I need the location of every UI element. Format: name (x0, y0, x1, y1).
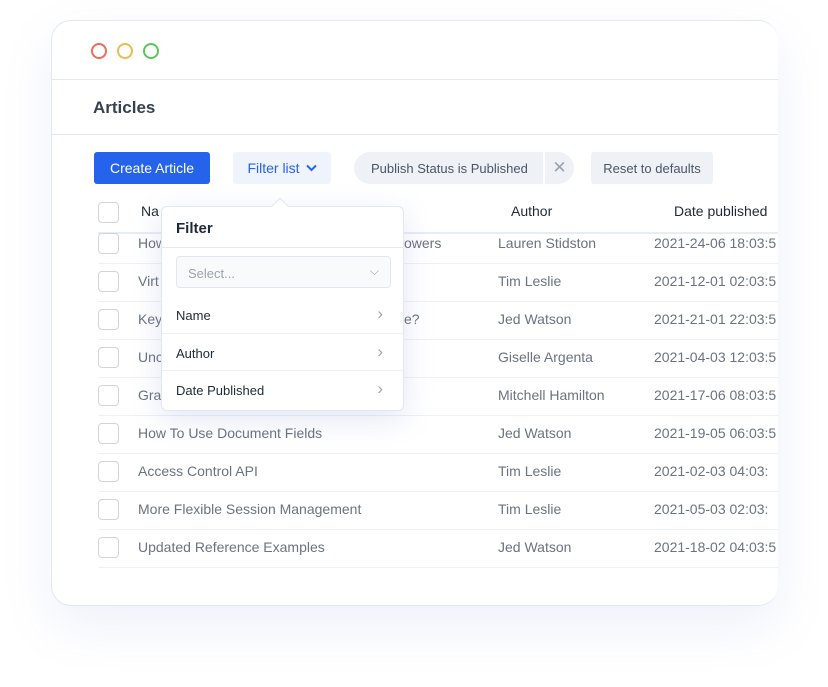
article-date: 2021-02-03 04:03: (654, 463, 769, 479)
column-header-author[interactable]: Author (511, 203, 553, 219)
row-checkbox[interactable] (98, 271, 119, 292)
article-date: 2021-04-03 12:03:5 (654, 349, 777, 365)
chevron-right-icon: › (377, 304, 383, 323)
row-divider (98, 453, 778, 454)
article-date: 2021-17-06 08:03:5 (654, 387, 777, 403)
row-divider (98, 377, 778, 378)
article-author: Mitchell Hamilton (498, 387, 605, 403)
article-name-link[interactable]: Gra (138, 387, 162, 403)
divider (98, 232, 778, 234)
select-all-checkbox[interactable] (98, 202, 119, 223)
article-author: Giselle Argenta (498, 349, 593, 365)
row-checkbox[interactable] (98, 461, 119, 482)
filter-option-author[interactable]: Author › (162, 333, 403, 370)
divider (52, 79, 778, 80)
row-checkbox[interactable] (98, 347, 119, 368)
chevron-right-icon: › (377, 342, 383, 361)
article-name-link[interactable]: Access Control API (138, 463, 258, 479)
divider (52, 134, 778, 135)
article-date: 2021-19-05 06:03:5 (654, 425, 777, 441)
row-divider (98, 491, 778, 492)
popover-arrow (271, 197, 289, 215)
close-icon[interactable]: ✕ (543, 152, 574, 184)
option-label: Name (176, 308, 211, 323)
article-name-link[interactable]: Updated Reference Examples (138, 539, 325, 555)
chevron-down-icon: ⌵ (369, 264, 379, 278)
divider (162, 247, 403, 248)
article-date: 2021-24-06 18:03:5 (654, 235, 777, 251)
article-name-link[interactable]: Unc (138, 349, 163, 365)
option-label: Author (176, 346, 215, 361)
article-author: Jed Watson (498, 539, 572, 555)
active-filter-chip[interactable]: Publish Status is Published ✕ (354, 152, 574, 184)
article-name-end: owers (404, 235, 442, 251)
row-divider (98, 415, 778, 416)
chevron-right-icon: › (377, 379, 383, 398)
article-name-link[interactable]: Virt (138, 273, 159, 289)
article-author: Tim Leslie (498, 463, 562, 479)
create-article-button[interactable]: Create Article (94, 152, 210, 184)
article-name-link[interactable]: Key (138, 311, 163, 327)
row-divider (98, 301, 778, 302)
app-window: Articles Create Article Filter list Publ… (51, 20, 778, 606)
popover-title: Filter (176, 220, 213, 237)
reset-to-defaults-button[interactable]: Reset to defaults (591, 152, 713, 184)
article-date: 2021-18-02 04:03:5 (654, 539, 777, 555)
close-window-button[interactable] (91, 43, 107, 59)
row-checkbox[interactable] (98, 537, 119, 558)
article-author: Lauren Stidston (498, 235, 597, 251)
article-author: Jed Watson (498, 425, 572, 441)
article-author: Tim Leslie (498, 501, 562, 517)
article-name-end: e? (404, 311, 420, 327)
row-divider (98, 529, 778, 530)
column-header-name[interactable]: Na (141, 203, 159, 219)
minimize-window-button[interactable] (117, 43, 133, 59)
chevron-down-icon (305, 164, 317, 172)
article-date: 2021-21-01 22:03:5 (654, 311, 777, 327)
row-divider (98, 263, 778, 264)
page-title: Articles (93, 98, 156, 117)
filter-list-label: Filter list (247, 160, 300, 176)
filter-list-button[interactable]: Filter list (233, 152, 331, 184)
article-name-link[interactable]: More Flexible Session Management (138, 501, 362, 517)
article-author: Jed Watson (498, 311, 572, 327)
row-checkbox[interactable] (98, 309, 119, 330)
column-header-date[interactable]: Date published (674, 203, 768, 219)
option-label: Date Published (176, 383, 265, 398)
filter-field-select[interactable]: Select... ⌵ (176, 256, 391, 288)
active-filter-label: Publish Status is Published (371, 160, 528, 176)
filter-option-date-published[interactable]: Date Published › (162, 370, 403, 407)
row-checkbox[interactable] (98, 233, 119, 254)
maximize-window-button[interactable] (143, 43, 159, 59)
filter-option-name[interactable]: Name › (162, 296, 403, 333)
article-author: Tim Leslie (498, 273, 562, 289)
article-date: 2021-05-03 02:03: (654, 501, 769, 517)
row-checkbox[interactable] (98, 385, 119, 406)
row-checkbox[interactable] (98, 499, 119, 520)
row-divider (98, 567, 778, 568)
article-name-link[interactable]: How To Use Document Fields (138, 425, 323, 441)
article-date: 2021-12-01 02:03:5 (654, 273, 777, 289)
article-name-link[interactable]: How (138, 235, 167, 251)
row-divider (98, 339, 778, 340)
select-placeholder: Select... (188, 266, 235, 281)
row-checkbox[interactable] (98, 423, 119, 444)
filter-popover: Filter Select... ⌵ Name › Author › Date Pu… (161, 197, 404, 411)
